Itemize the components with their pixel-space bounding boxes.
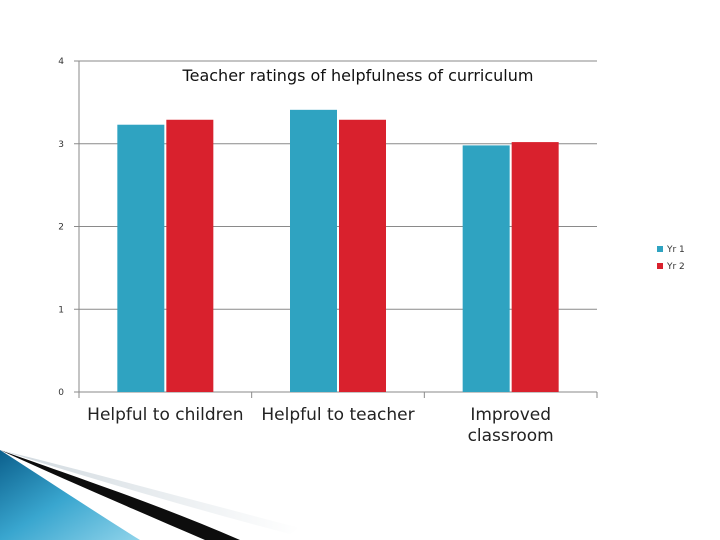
chart-title: Teacher ratings of helpfulness of curric… <box>182 66 534 85</box>
labels: 0 1 2 3 4 Helpful to children Helpful to teach… <box>58 57 553 446</box>
gridlines <box>79 60 597 310</box>
x-category-label: Helpful to teacher <box>261 405 414 425</box>
x-category-label: Improved classroom <box>468 405 554 446</box>
legend-label: Yr 1 <box>666 245 685 255</box>
y-tick-label: 0 <box>58 388 64 398</box>
decorative-swoosh <box>0 450 300 540</box>
legend: Yr 1 Yr 2 <box>657 245 685 272</box>
legend-label: Yr 2 <box>666 262 685 272</box>
bar-yr-1 <box>117 124 165 392</box>
legend-swatch <box>657 263 663 269</box>
x-category-label: Helpful to children <box>87 405 243 425</box>
bar-yr-2 <box>166 119 214 392</box>
y-tick-label: 1 <box>58 305 64 315</box>
bar-yr-2 <box>339 119 386 392</box>
legend-swatch <box>657 246 663 252</box>
y-tick-label: 2 <box>58 223 64 233</box>
bars <box>117 109 559 392</box>
y-tick-label: 4 <box>58 57 64 67</box>
y-tick-label: 3 <box>58 140 64 150</box>
bar-yr-1 <box>290 109 337 392</box>
bar-yr-1 <box>462 145 510 392</box>
bar-yr-2 <box>511 142 559 392</box>
axes <box>74 60 598 398</box>
